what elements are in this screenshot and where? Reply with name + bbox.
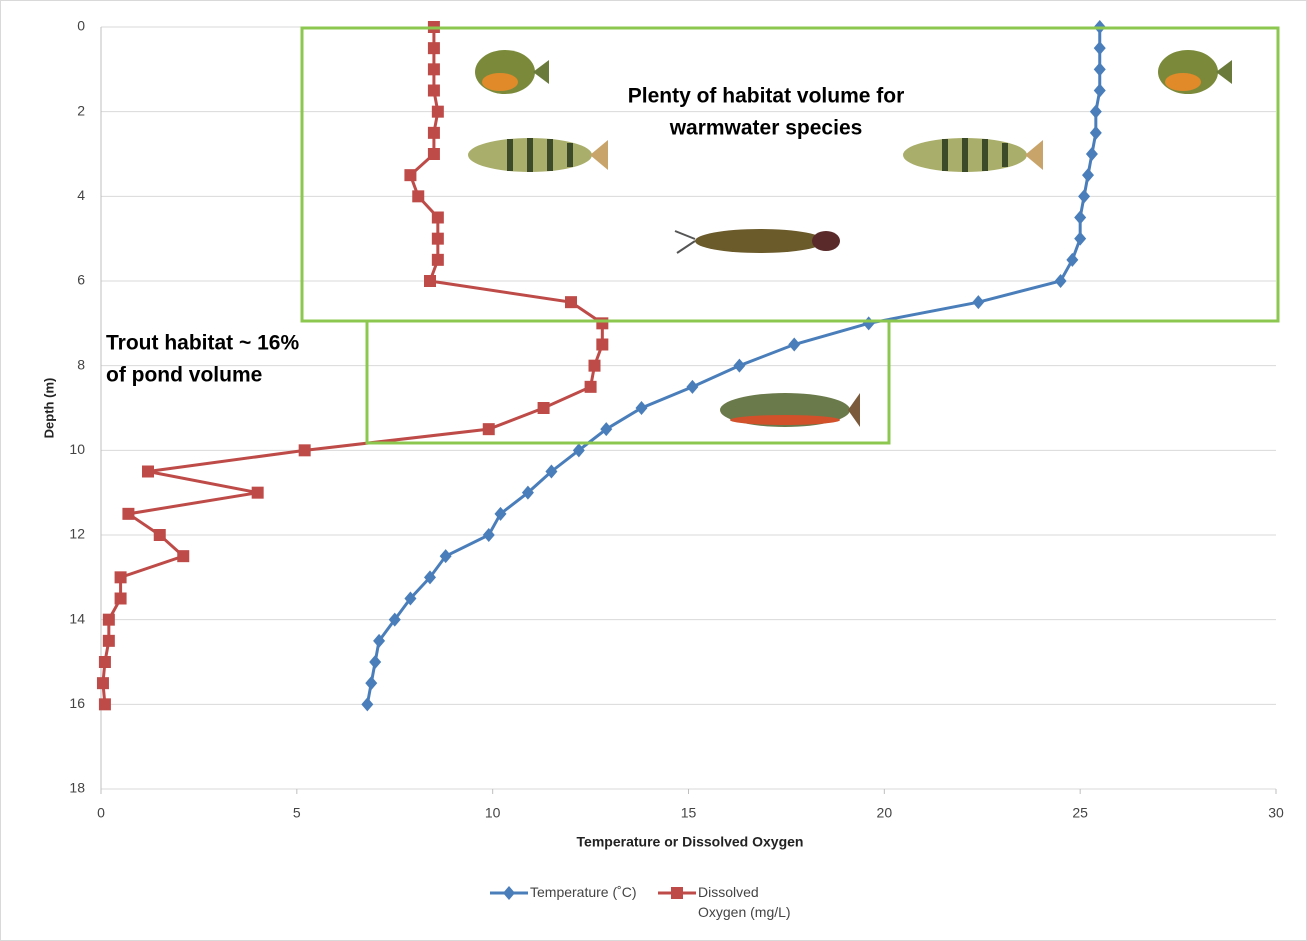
marker bbox=[1094, 84, 1106, 98]
marker bbox=[432, 212, 444, 224]
x-axis-title: Temperature or Dissolved Oxygen bbox=[577, 834, 804, 850]
annotation: Plenty of habitat volume for bbox=[628, 85, 905, 108]
marker bbox=[1094, 41, 1106, 55]
marker bbox=[115, 593, 127, 605]
y-tick-label: 14 bbox=[69, 610, 85, 626]
marker bbox=[1090, 105, 1102, 119]
marker bbox=[432, 106, 444, 118]
marker bbox=[585, 381, 597, 393]
marker bbox=[432, 254, 444, 266]
marker bbox=[538, 402, 550, 414]
x-tick-label: 0 bbox=[97, 805, 105, 821]
y-axis-title: Depth (m) bbox=[41, 378, 56, 439]
marker bbox=[596, 317, 608, 329]
marker bbox=[115, 571, 127, 583]
marker bbox=[428, 42, 440, 54]
marker bbox=[404, 169, 416, 181]
marker bbox=[589, 360, 601, 372]
marker bbox=[428, 63, 440, 75]
marker bbox=[1074, 232, 1086, 246]
y-tick-label: 0 bbox=[77, 18, 85, 34]
marker bbox=[788, 338, 800, 352]
marker bbox=[1086, 147, 1098, 161]
y-tick-label: 10 bbox=[69, 441, 85, 457]
marker bbox=[177, 550, 189, 562]
marker bbox=[424, 275, 436, 287]
marker bbox=[686, 380, 698, 394]
marker bbox=[412, 190, 424, 202]
marker bbox=[361, 697, 373, 711]
marker bbox=[252, 487, 264, 499]
marker bbox=[636, 401, 648, 415]
y-tick-label: 18 bbox=[69, 780, 85, 796]
marker bbox=[1074, 211, 1086, 225]
marker bbox=[596, 339, 608, 351]
marker bbox=[1082, 168, 1094, 182]
y-tick-label: 2 bbox=[77, 102, 85, 118]
marker bbox=[369, 655, 381, 669]
marker bbox=[97, 677, 109, 689]
marker bbox=[103, 635, 115, 647]
marker bbox=[432, 233, 444, 245]
marker bbox=[1090, 126, 1102, 140]
marker bbox=[365, 676, 377, 690]
x-tick-label: 15 bbox=[681, 805, 697, 821]
catfish-icon bbox=[675, 229, 840, 253]
marker bbox=[503, 886, 515, 900]
marker bbox=[99, 656, 111, 668]
marker bbox=[972, 295, 984, 309]
marker bbox=[428, 85, 440, 97]
marker bbox=[122, 508, 134, 520]
marker bbox=[1094, 62, 1106, 76]
annotation: Trout habitat ~ 16% bbox=[106, 332, 299, 355]
x-tick-label: 25 bbox=[1072, 805, 1088, 821]
marker bbox=[99, 698, 111, 710]
marker bbox=[154, 529, 166, 541]
x-tick-label: 5 bbox=[293, 805, 301, 821]
annotation: warmwater species bbox=[669, 117, 863, 140]
marker bbox=[428, 148, 440, 160]
marker bbox=[733, 359, 745, 373]
marker bbox=[565, 296, 577, 308]
marker bbox=[483, 423, 495, 435]
warmwater-box bbox=[302, 28, 1278, 321]
legend-label: Dissolved Oxygen (mg/L) bbox=[698, 882, 808, 922]
perch-icon bbox=[468, 138, 608, 172]
marker bbox=[103, 614, 115, 626]
bluegill-icon bbox=[475, 50, 549, 94]
marker bbox=[142, 466, 154, 478]
y-tick-label: 8 bbox=[77, 356, 85, 372]
y-tick-label: 6 bbox=[77, 272, 85, 288]
y-tick-label: 16 bbox=[69, 695, 85, 711]
chart-border bbox=[1, 1, 1307, 941]
annotation: of pond volume bbox=[106, 364, 262, 387]
marker bbox=[428, 127, 440, 139]
page: {"chart_data": {"type": "line", "x_label… bbox=[0, 0, 1307, 941]
legend-label: Temperature (˚C) bbox=[530, 882, 640, 902]
x-tick-label: 10 bbox=[485, 805, 501, 821]
marker bbox=[299, 444, 311, 456]
marker bbox=[1078, 189, 1090, 203]
perch-icon bbox=[903, 138, 1043, 172]
marker bbox=[863, 316, 875, 330]
x-tick-label: 20 bbox=[877, 805, 893, 821]
x-tick-label: 30 bbox=[1268, 805, 1284, 821]
chart: 0 2 4 6 8 10 12 14 16 18 0 5 10 15 20 25 30 Plenty of ha… bbox=[0, 0, 1307, 941]
marker bbox=[671, 887, 683, 899]
trout-icon bbox=[720, 393, 860, 427]
y-tick-label: 4 bbox=[77, 187, 85, 203]
bluegill-icon bbox=[1158, 50, 1232, 94]
y-tick-label: 12 bbox=[69, 526, 85, 542]
